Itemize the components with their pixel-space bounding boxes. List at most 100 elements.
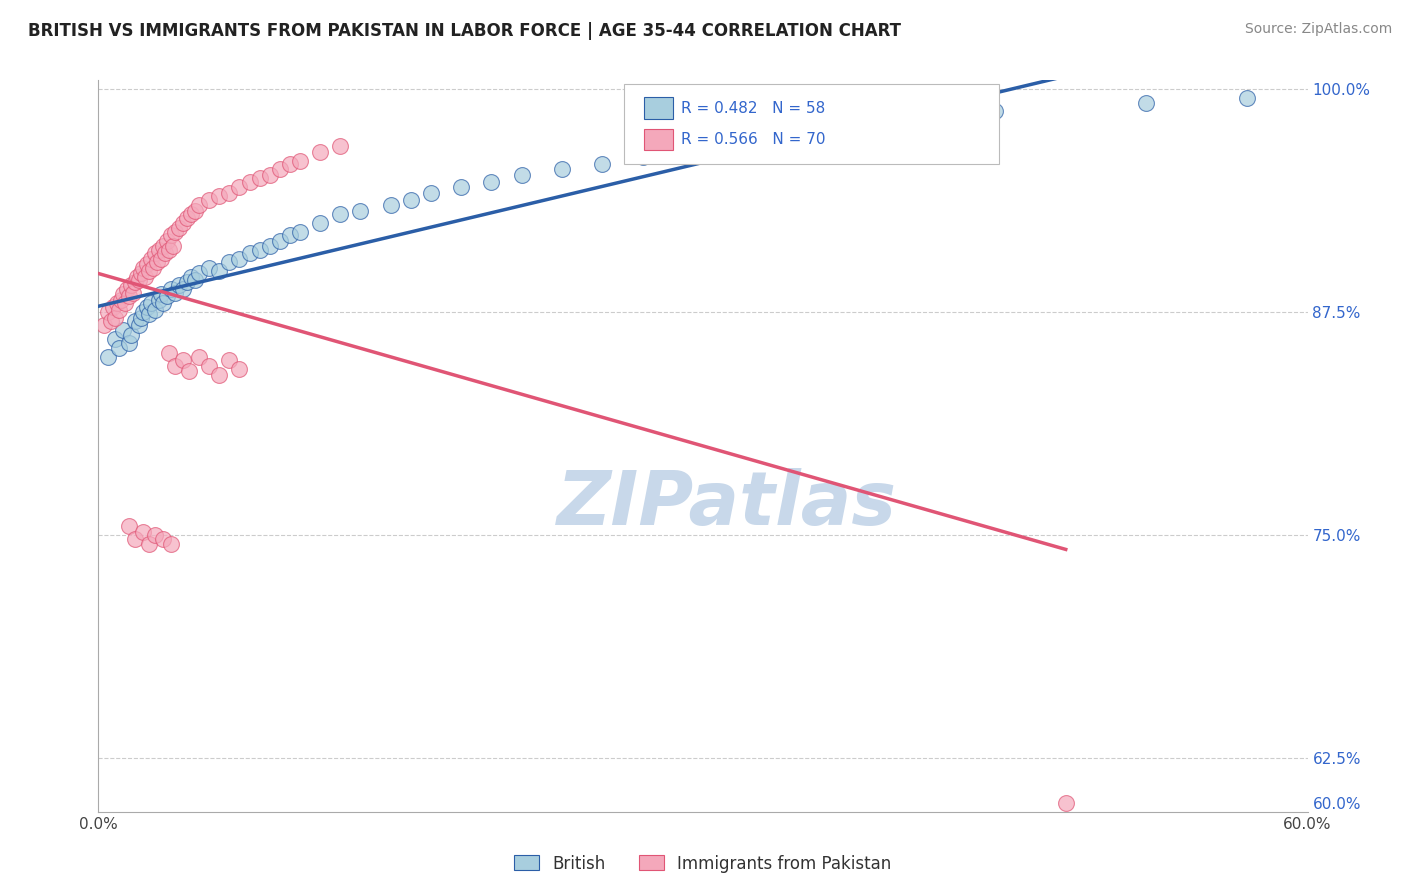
Point	[152, 296, 174, 310]
Point	[167, 221, 190, 235]
Point	[249, 171, 271, 186]
Point	[208, 368, 231, 382]
Point	[115, 282, 138, 296]
Point	[118, 289, 141, 303]
Point	[146, 255, 169, 269]
Point	[105, 296, 128, 310]
Text: BRITISH VS IMMIGRANTS FROM PAKISTAN IN LABOR FORCE | AGE 35-44 CORRELATION CHART: BRITISH VS IMMIGRANTS FROM PAKISTAN IN L…	[28, 22, 901, 40]
Point	[128, 318, 150, 332]
Point	[129, 266, 152, 280]
Point	[228, 180, 250, 194]
Point	[143, 528, 166, 542]
Point	[134, 269, 156, 284]
Point	[278, 228, 301, 243]
Point	[259, 239, 281, 253]
Point	[631, 150, 654, 164]
Point	[148, 243, 170, 257]
Text: R = 0.482   N = 58: R = 0.482 N = 58	[682, 101, 825, 116]
Point	[329, 207, 352, 221]
Point	[132, 524, 155, 539]
Point	[120, 328, 142, 343]
Point	[349, 203, 371, 218]
Point	[152, 532, 174, 546]
Point	[157, 346, 180, 360]
Point	[179, 364, 201, 378]
Point	[129, 310, 152, 325]
Point	[188, 266, 211, 280]
Point	[184, 273, 207, 287]
Point	[111, 323, 134, 337]
Point	[125, 269, 148, 284]
Point	[124, 275, 146, 289]
Point	[309, 216, 332, 230]
Point	[156, 289, 179, 303]
Point	[813, 127, 835, 141]
Point	[269, 234, 291, 248]
Point	[176, 275, 198, 289]
Point	[399, 193, 422, 207]
Point	[143, 246, 166, 260]
Point	[172, 216, 194, 230]
Point	[239, 246, 262, 260]
FancyBboxPatch shape	[644, 97, 673, 119]
Point	[180, 207, 202, 221]
Point	[135, 300, 157, 314]
Point	[893, 114, 915, 128]
Point	[172, 353, 194, 368]
Point	[163, 225, 186, 239]
Point	[984, 103, 1007, 118]
Point	[121, 285, 143, 300]
Point	[259, 168, 281, 182]
Point	[103, 310, 125, 325]
Point	[132, 305, 155, 319]
Point	[163, 285, 186, 300]
Point	[93, 318, 115, 332]
Point	[111, 287, 134, 301]
Point	[188, 198, 211, 212]
Point	[162, 239, 184, 253]
Point	[138, 307, 160, 321]
Point	[188, 350, 211, 364]
Point	[160, 282, 183, 296]
Point	[110, 293, 132, 307]
Point	[160, 228, 183, 243]
Point	[450, 180, 472, 194]
Point	[172, 282, 194, 296]
Point	[772, 132, 794, 146]
Point	[152, 239, 174, 253]
Legend: British, Immigrants from Pakistan: British, Immigrants from Pakistan	[508, 848, 898, 880]
Point	[138, 537, 160, 551]
Point	[139, 296, 162, 310]
Point	[97, 350, 120, 364]
Point	[157, 243, 180, 257]
Point	[853, 121, 876, 136]
Point	[591, 157, 613, 171]
Point	[218, 186, 240, 200]
Text: ZIPatlas: ZIPatlas	[557, 468, 897, 541]
Point	[138, 264, 160, 278]
Point	[103, 332, 125, 346]
Point	[160, 537, 183, 551]
Point	[288, 153, 311, 168]
Point	[239, 175, 262, 189]
Point	[208, 189, 231, 203]
Point	[208, 264, 231, 278]
Text: Source: ZipAtlas.com: Source: ZipAtlas.com	[1244, 22, 1392, 37]
Point	[278, 157, 301, 171]
Point	[176, 211, 198, 225]
Point	[288, 225, 311, 239]
Point	[228, 252, 250, 266]
Point	[228, 362, 250, 376]
Point	[107, 341, 129, 355]
Point	[682, 145, 704, 159]
Point	[101, 300, 124, 314]
Point	[148, 293, 170, 307]
Point	[124, 532, 146, 546]
Point	[218, 255, 240, 269]
Point	[149, 252, 172, 266]
Text: R = 0.566   N = 70: R = 0.566 N = 70	[682, 132, 825, 147]
Point	[156, 234, 179, 248]
Point	[269, 162, 291, 177]
Point	[163, 359, 186, 373]
FancyBboxPatch shape	[624, 84, 1000, 164]
